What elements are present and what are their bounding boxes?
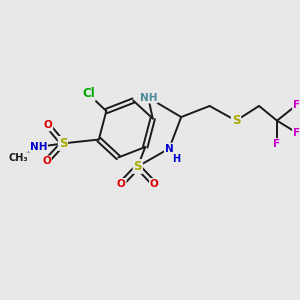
Text: H: H	[172, 154, 180, 164]
Text: O: O	[150, 179, 159, 189]
Text: O: O	[44, 120, 52, 130]
Text: CH₃: CH₃	[9, 153, 28, 163]
Text: Cl: Cl	[82, 88, 95, 100]
Text: F: F	[293, 100, 300, 110]
Text: F: F	[293, 128, 300, 138]
Text: F: F	[274, 139, 280, 149]
Text: S: S	[232, 114, 240, 127]
Text: O: O	[117, 179, 126, 189]
Text: N: N	[165, 143, 174, 154]
Text: NH: NH	[30, 142, 47, 152]
Text: NH: NH	[140, 93, 157, 103]
Text: S: S	[134, 160, 142, 173]
Text: O: O	[42, 156, 51, 167]
Text: S: S	[58, 137, 67, 150]
